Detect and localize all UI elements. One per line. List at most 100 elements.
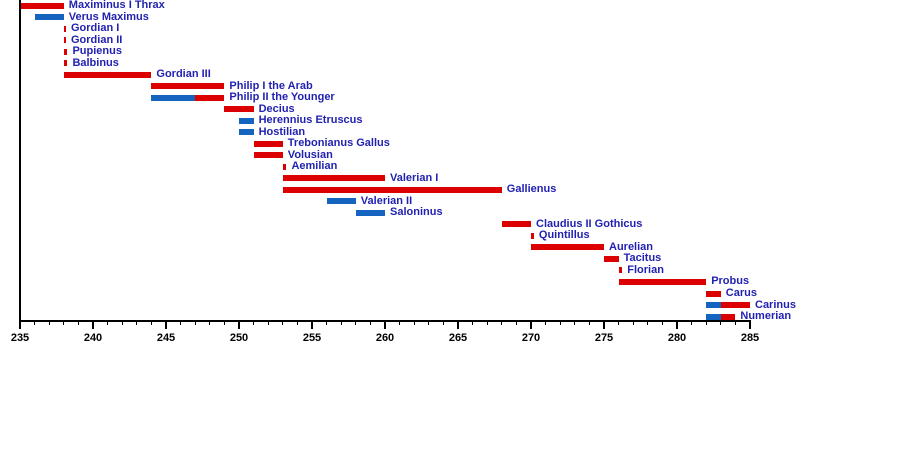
x-axis-minor-tick bbox=[588, 321, 590, 325]
x-axis-minor-tick bbox=[428, 321, 430, 325]
x-axis-minor-tick bbox=[632, 321, 634, 325]
emperor-label: Gordian I bbox=[71, 22, 120, 35]
x-axis-minor-tick bbox=[515, 321, 517, 325]
augustus-reign-bar bbox=[531, 244, 604, 251]
emperor-label: Claudius II Gothicus bbox=[536, 217, 643, 230]
x-axis-minor-tick bbox=[253, 321, 255, 325]
x-axis-tick-label: 265 bbox=[448, 332, 468, 344]
caesar-reign-bar bbox=[239, 129, 254, 136]
x-axis-minor-tick bbox=[501, 321, 503, 325]
x-axis-line bbox=[19, 320, 752, 322]
x-axis-minor-tick bbox=[559, 321, 561, 325]
x-axis-major-tick bbox=[457, 321, 459, 329]
x-axis-minor-tick bbox=[136, 321, 138, 325]
augustus-reign-bar bbox=[151, 83, 225, 90]
augustus-reign-bar bbox=[720, 313, 736, 320]
emperor-label: Decius bbox=[258, 102, 295, 115]
emperor-label: Pupienus bbox=[72, 45, 122, 58]
x-axis-minor-tick bbox=[661, 321, 663, 325]
emperor-label: Carus bbox=[725, 287, 757, 299]
augustus-reign-bar bbox=[501, 221, 531, 228]
emperor-label: Valerian I bbox=[390, 171, 439, 184]
x-axis-minor-tick bbox=[355, 321, 357, 325]
emperor-label: Aemilian bbox=[291, 160, 338, 173]
x-axis-tick-label: 245 bbox=[156, 332, 176, 344]
augustus-reign-bar bbox=[720, 302, 750, 309]
x-axis-major-tick bbox=[384, 321, 386, 329]
x-axis-minor-tick bbox=[121, 321, 123, 325]
augustus-reign-bar bbox=[63, 25, 66, 32]
x-axis-minor-tick bbox=[472, 321, 474, 325]
x-axis-tick-label: 260 bbox=[375, 332, 395, 344]
x-axis-minor-tick bbox=[107, 321, 109, 325]
x-axis-minor-tick bbox=[209, 321, 211, 325]
emperor-label: Maximinus I Thrax bbox=[68, 0, 165, 11]
x-axis-major-tick bbox=[749, 321, 751, 329]
emperor-label: Quintillus bbox=[538, 229, 590, 242]
emperor-label: Gordian II bbox=[71, 33, 123, 46]
emperor-label: Saloninus bbox=[390, 206, 443, 219]
augustus-reign-bar bbox=[282, 163, 287, 170]
x-axis-minor-tick bbox=[705, 321, 707, 325]
x-axis-tick-label: 240 bbox=[83, 332, 103, 344]
augustus-reign-bar bbox=[20, 2, 64, 9]
x-axis-tick-label: 275 bbox=[594, 332, 614, 344]
caesar-reign-bar bbox=[706, 313, 721, 320]
x-axis-major-tick bbox=[311, 321, 313, 329]
x-axis-minor-tick bbox=[326, 321, 328, 325]
emperor-label: Aurelian bbox=[609, 240, 654, 253]
emperor-label: Numerian bbox=[740, 310, 792, 323]
emperor-label: Balbinus bbox=[72, 56, 119, 69]
x-axis-minor-tick bbox=[180, 321, 182, 325]
x-axis-minor-tick bbox=[150, 321, 152, 325]
x-axis-minor-tick bbox=[267, 321, 269, 325]
emperor-label: Valerian II bbox=[360, 194, 413, 207]
emperor-label: Carinus bbox=[755, 298, 796, 311]
augustus-reign-bar bbox=[253, 152, 283, 159]
x-axis-minor-tick bbox=[691, 321, 693, 325]
emperor-label: Philip I the Arab bbox=[229, 79, 313, 92]
caesar-reign-bar bbox=[326, 198, 356, 205]
augustus-reign-bar bbox=[63, 60, 68, 67]
x-axis-minor-tick bbox=[574, 321, 576, 325]
emperor-label: Gallienus bbox=[506, 183, 557, 196]
emperor-label: Hostilian bbox=[258, 125, 306, 138]
emperor-label: Gordian III bbox=[156, 68, 211, 81]
x-axis-tick-label: 235 bbox=[10, 332, 30, 344]
x-axis-minor-tick bbox=[223, 321, 225, 325]
augustus-reign-bar bbox=[531, 232, 534, 239]
augustus-reign-bar bbox=[63, 37, 66, 44]
x-axis-tick-label: 255 bbox=[302, 332, 322, 344]
x-axis-tick-label: 250 bbox=[229, 332, 249, 344]
augustus-reign-bar bbox=[618, 278, 707, 285]
x-axis-minor-tick bbox=[413, 321, 415, 325]
x-axis-minor-tick bbox=[34, 321, 36, 325]
caesar-reign-bar bbox=[355, 209, 385, 216]
x-axis-tick-label: 270 bbox=[521, 332, 541, 344]
emperor-label: Florian bbox=[627, 263, 664, 276]
x-axis-minor-tick bbox=[194, 321, 196, 325]
x-axis-major-tick bbox=[603, 321, 605, 329]
x-axis-major-tick bbox=[19, 321, 21, 329]
augustus-reign-bar bbox=[224, 106, 254, 113]
caesar-reign-bar bbox=[239, 117, 254, 124]
x-axis-minor-tick bbox=[618, 321, 620, 325]
augustus-reign-bar bbox=[253, 140, 283, 147]
x-axis-minor-tick bbox=[63, 321, 65, 325]
x-axis-minor-tick bbox=[486, 321, 488, 325]
caesar-reign-bar bbox=[706, 302, 721, 309]
caesar-reign-bar bbox=[34, 14, 64, 21]
emperor-label: Herennius Etruscus bbox=[258, 114, 363, 127]
y-axis-spine bbox=[19, 0, 21, 322]
augustus-reign-bar bbox=[282, 186, 502, 193]
x-axis-major-tick bbox=[530, 321, 532, 329]
x-axis-minor-tick bbox=[734, 321, 736, 325]
x-axis-minor-tick bbox=[340, 321, 342, 325]
x-axis-major-tick bbox=[165, 321, 167, 329]
x-axis-minor-tick bbox=[720, 321, 722, 325]
x-axis-minor-tick bbox=[545, 321, 547, 325]
augustus-reign-bar bbox=[706, 290, 721, 297]
emperor-label: Philip II the Younger bbox=[229, 91, 335, 104]
augustus-reign-bar bbox=[282, 175, 385, 182]
augustus-reign-bar bbox=[195, 94, 225, 101]
